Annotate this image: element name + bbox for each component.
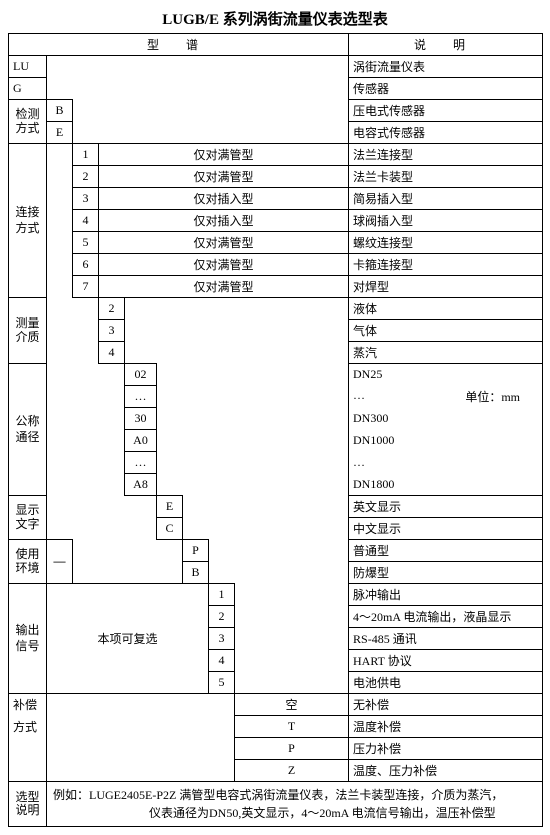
out-4: 4 — [209, 650, 235, 672]
conn-6: 6 — [73, 254, 99, 276]
detect-e: E — [47, 122, 73, 144]
env-b-desc: 防爆型 — [349, 562, 543, 584]
env-b: B — [183, 562, 209, 584]
comp-p: P — [235, 738, 349, 760]
code-g: G — [9, 78, 47, 100]
out-3-desc: RS-485 通讯 — [349, 628, 543, 650]
dn-d2: … — [125, 452, 157, 474]
example-l2: 仪表通径为DN50,英文显示，4～20mA 电流信号输出，温压补偿型 — [53, 806, 496, 820]
conn-5-desc: 螺纹连接型 — [349, 232, 543, 254]
conn-1: 1 — [73, 144, 99, 166]
conn-2-pipe: 仅对满管型 — [99, 166, 349, 188]
conn-5: 5 — [73, 232, 99, 254]
comp-p-desc: 压力补偿 — [349, 738, 543, 760]
label-comp1: 补偿 — [9, 694, 47, 716]
medium-2-desc: 液体 — [349, 298, 543, 320]
detect-e-desc: 电容式传感器 — [349, 122, 543, 144]
conn-4: 4 — [73, 210, 99, 232]
header-spec: 型 谱 — [9, 34, 349, 56]
medium-4-desc: 蒸汽 — [349, 342, 543, 364]
dn-02: 02 — [125, 364, 157, 386]
out-1: 1 — [209, 584, 235, 606]
dn-d2-desc: … — [349, 452, 543, 474]
header-desc: 说 明 — [349, 34, 543, 56]
disp-c: C — [157, 518, 183, 540]
dn-a0: A0 — [125, 430, 157, 452]
conn-6-desc: 卡箍连接型 — [349, 254, 543, 276]
label-detect: 检测方式 — [9, 100, 47, 144]
comp-z: Z — [235, 760, 349, 782]
disp-e-desc: 英文显示 — [349, 496, 543, 518]
conn-7-pipe: 仅对满管型 — [99, 276, 349, 298]
medium-4: 4 — [99, 342, 125, 364]
out-1-desc: 脉冲输出 — [349, 584, 543, 606]
medium-3: 3 — [99, 320, 125, 342]
conn-1-pipe: 仅对满管型 — [99, 144, 349, 166]
env-dash: — — [47, 540, 73, 584]
code-lu: LU — [9, 56, 47, 78]
dn-02-desc: DN25 — [349, 364, 543, 386]
label-conn: 连接方式 — [9, 144, 47, 298]
dn-unit: 单位：mm — [465, 388, 520, 405]
comp-0-desc: 无补偿 — [349, 694, 543, 716]
out-2-desc: 4～20mA 电流输出，液晶显示 — [349, 606, 543, 628]
env-p-desc: 普通型 — [349, 540, 543, 562]
out-note: 本项可复选 — [47, 584, 209, 694]
dn-d1-text: … — [353, 388, 365, 402]
dn-a8-desc: DN1800 — [349, 474, 543, 496]
conn-1-desc: 法兰连接型 — [349, 144, 543, 166]
label-env: 使用环境 — [9, 540, 47, 584]
dn-30: 30 — [125, 408, 157, 430]
comp-z-desc: 温度、压力补偿 — [349, 760, 543, 782]
label-comp2: 方式 — [9, 716, 47, 738]
label-disp: 显示文字 — [9, 496, 47, 540]
disp-e: E — [157, 496, 183, 518]
desc-g: 传感器 — [349, 78, 543, 100]
comp-t: T — [235, 716, 349, 738]
comp-t-desc: 温度补偿 — [349, 716, 543, 738]
conn-4-desc: 球阀插入型 — [349, 210, 543, 232]
example-l1: 例如：LUGE2405E-P2Z 满管型电容式涡街流量仪表，法兰卡装型连接，介质… — [53, 788, 503, 802]
out-2: 2 — [209, 606, 235, 628]
label-example: 选型说明 — [9, 782, 47, 827]
dn-d1-desc: … 单位：mm — [349, 386, 543, 408]
medium-2: 2 — [99, 298, 125, 320]
dn-a0-desc: DN1000 — [349, 430, 543, 452]
conn-3: 3 — [73, 188, 99, 210]
selection-table: 型 谱 说 明 LU 涡街流量仪表 G 传感器 检测方式 B 压电式传感器 E … — [8, 33, 543, 827]
conn-7: 7 — [73, 276, 99, 298]
medium-3-desc: 气体 — [349, 320, 543, 342]
out-4-desc: HART 协议 — [349, 650, 543, 672]
comp-0: 空 — [235, 694, 349, 716]
out-3: 3 — [209, 628, 235, 650]
env-p: P — [183, 540, 209, 562]
label-dn: 公称通径 — [9, 364, 47, 496]
conn-2-desc: 法兰卡装型 — [349, 166, 543, 188]
conn-6-pipe: 仅对满管型 — [99, 254, 349, 276]
dn-30-desc: DN300 — [349, 408, 543, 430]
example-text: 例如：LUGE2405E-P2Z 满管型电容式涡街流量仪表，法兰卡装型连接，介质… — [47, 782, 543, 827]
conn-4-pipe: 仅对插入型 — [99, 210, 349, 232]
detect-b: B — [47, 100, 73, 122]
conn-5-pipe: 仅对满管型 — [99, 232, 349, 254]
label-medium: 测量介质 — [9, 298, 47, 364]
dn-a8: A8 — [125, 474, 157, 496]
conn-7-desc: 对焊型 — [349, 276, 543, 298]
conn-2: 2 — [73, 166, 99, 188]
page-title: LUGB/E 系列涡街流量仪表选型表 — [8, 8, 542, 29]
out-5: 5 — [209, 672, 235, 694]
dn-d1: … — [125, 386, 157, 408]
disp-c-desc: 中文显示 — [349, 518, 543, 540]
out-5-desc: 电池供电 — [349, 672, 543, 694]
conn-3-desc: 简易插入型 — [349, 188, 543, 210]
label-out: 输出信号 — [9, 584, 47, 694]
conn-3-pipe: 仅对插入型 — [99, 188, 349, 210]
detect-b-desc: 压电式传感器 — [349, 100, 543, 122]
desc-lu: 涡街流量仪表 — [349, 56, 543, 78]
dn-02-text: DN25 — [353, 367, 382, 381]
